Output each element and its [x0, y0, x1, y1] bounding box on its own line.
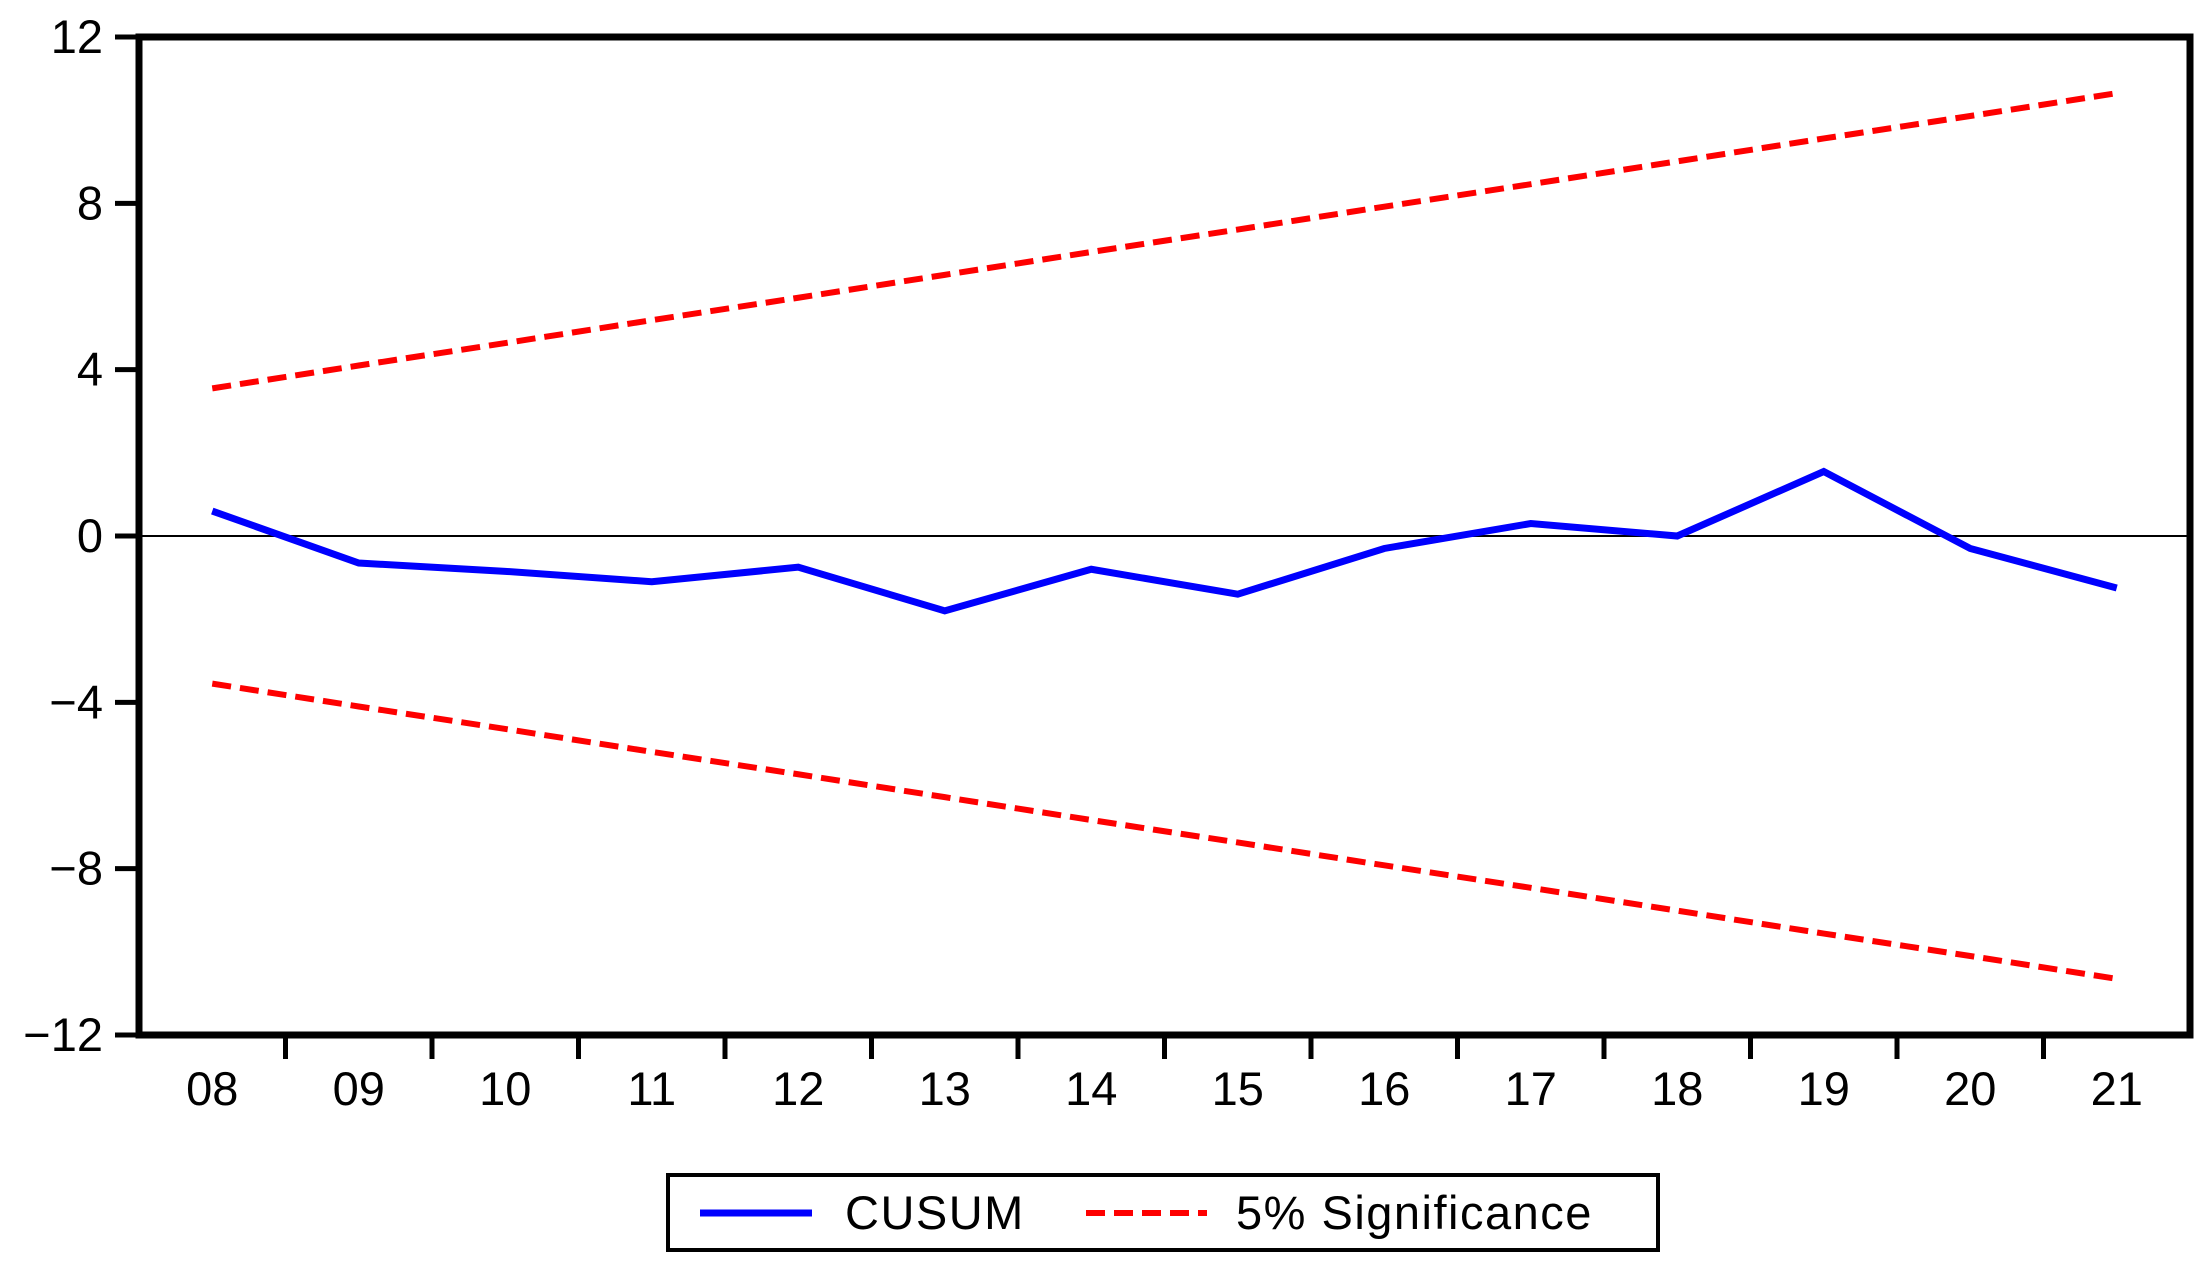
- x-axis-year-label: 12: [772, 1062, 824, 1115]
- x-axis-year-label: 13: [919, 1062, 971, 1115]
- cusum-line: [211, 467, 2118, 615]
- x-axis-year-label: 19: [1798, 1062, 1850, 1115]
- legend-significance-label: 5% Significance: [1236, 1186, 1593, 1239]
- x-axis-year-label: 10: [479, 1062, 531, 1115]
- y-axis-tick-label: −12: [23, 1008, 103, 1061]
- y-axis-tick-label: −8: [49, 842, 103, 895]
- legend: CUSUM 5% Significance: [666, 1173, 1660, 1252]
- x-axis-year-label: 08: [186, 1062, 238, 1115]
- legend-cusum-label: CUSUM: [845, 1186, 1025, 1239]
- y-axis-tick-label: 8: [77, 176, 103, 229]
- legend-box: [666, 1173, 1660, 1252]
- y-axis-tick-label: −4: [49, 675, 103, 728]
- x-axis-year-label: 14: [1065, 1062, 1117, 1115]
- x-axis-year-label: 21: [2091, 1062, 2143, 1115]
- x-axis-year-label: 17: [1505, 1062, 1557, 1115]
- x-axis-year-label: 11: [627, 1062, 676, 1115]
- y-axis: 12 8 4 0 −4 −8 −12: [23, 10, 139, 1061]
- x-axis: 08 09 10 11 12 13 14 15 16 17 18 19 20 21: [186, 1035, 2143, 1115]
- significance-lower-line: [211, 680, 2118, 982]
- significance-upper-line: [211, 90, 2118, 392]
- y-axis-tick-label: 12: [51, 10, 103, 63]
- y-axis-tick-label: 0: [77, 509, 103, 562]
- x-axis-year-label: 15: [1212, 1062, 1264, 1115]
- series-layer: [211, 90, 2118, 982]
- x-axis-year-label: 20: [1944, 1062, 1996, 1115]
- x-axis-year-label: 16: [1358, 1062, 1410, 1115]
- x-axis-year-label: 09: [333, 1062, 385, 1115]
- y-axis-tick-label: 4: [77, 343, 103, 396]
- x-axis-year-label: 18: [1651, 1062, 1703, 1115]
